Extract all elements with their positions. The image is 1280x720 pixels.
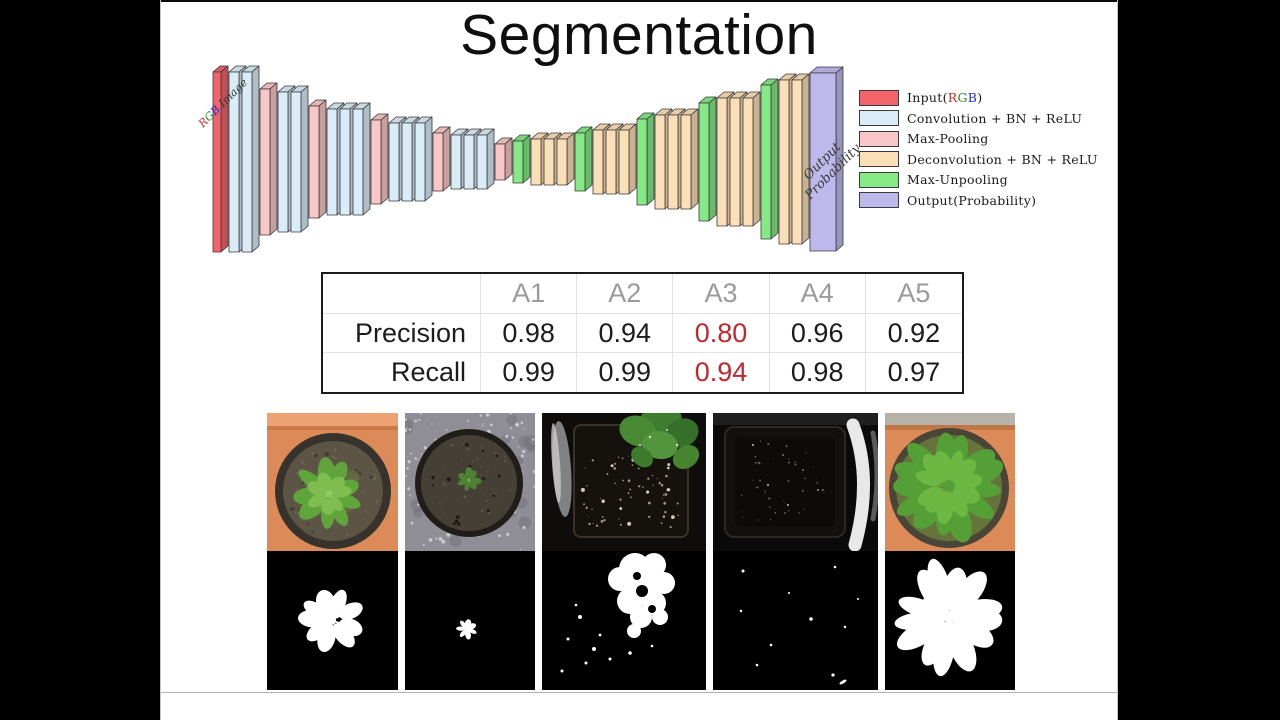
plant-4-photo — [713, 413, 878, 551]
plant-3-photo — [542, 413, 706, 551]
table-corner — [323, 274, 481, 314]
legend-label: Deconvolution + BN + ReLU — [907, 151, 1098, 167]
table-row-label: Precision — [323, 314, 481, 353]
table-col-header: A3 — [673, 274, 770, 314]
plant-1-photo — [267, 413, 398, 551]
plant-3-segmentation-mask — [542, 551, 706, 690]
legend-swatch-input — [859, 89, 899, 106]
legend-label: Max-Unpooling — [907, 172, 1008, 188]
table-cell: 0.97 — [887, 357, 941, 387]
legend-swatch-output — [859, 192, 899, 209]
legend-swatch-pool — [859, 130, 899, 147]
legend-item-input: Input(RGB) — [859, 89, 1098, 106]
legend-label: Max-Pooling — [907, 131, 989, 147]
legend-item-pool: Max-Pooling — [859, 130, 1098, 147]
table-cell: 0.92 — [865, 314, 962, 353]
table-cell: 0.98 — [770, 353, 866, 392]
gallery-tile-plant-2 — [405, 413, 535, 690]
plant-2-photo — [405, 413, 535, 551]
legend-swatch-conv — [859, 110, 899, 127]
table-cell: 0.99 — [481, 353, 578, 392]
legend-swatch-unpool — [859, 171, 899, 188]
gallery-tile-plant-3 — [542, 413, 706, 690]
plant-1-segmentation-mask — [267, 551, 398, 690]
legend-swatch-deconv — [859, 151, 899, 168]
table-cell: 0.94 — [577, 314, 674, 353]
table-cell: 0.96 — [769, 314, 866, 353]
plant-5-segmentation-mask — [885, 551, 1015, 690]
legend-item-deconv: Deconvolution + BN + ReLU — [859, 151, 1098, 168]
legend-label: Input(RGB) — [907, 90, 983, 105]
results-gallery — [267, 413, 1015, 690]
legend-item-unpool: Max-Unpooling — [859, 171, 1098, 188]
legend-label: Convolution + BN + ReLU — [907, 110, 1083, 126]
table-cell: 0.94 — [673, 353, 770, 392]
table-col-header: A1 — [481, 274, 578, 314]
table-row-label: Recall — [323, 353, 481, 392]
legend-label: Output(Probability) — [907, 192, 1037, 208]
slide-bottom-edge — [161, 692, 1117, 693]
table-cell: 0.99 — [577, 353, 674, 392]
diagram-legend: Input(RGB) Convolution + BN + ReLU Max-Poo… — [859, 89, 1098, 213]
slide: Segmentation RGB Image OutputProbability … — [160, 0, 1118, 720]
gallery-tile-plant-4 — [713, 413, 878, 690]
table-cell: 0.80 — [673, 314, 770, 353]
table-cell: 0.98 — [481, 314, 578, 353]
plant-5-photo — [885, 413, 1015, 551]
plant-4-segmentation-mask — [713, 551, 878, 690]
legend-item-output: Output(Probability) — [859, 192, 1098, 209]
table-col-header: A5 — [865, 274, 962, 314]
table-col-header: A2 — [577, 274, 674, 314]
gallery-tile-plant-1 — [267, 413, 398, 690]
slide-top-edge — [161, 0, 1117, 2]
plant-2-segmentation-mask — [405, 551, 535, 690]
table-col-header: A4 — [769, 274, 866, 314]
metrics-table: A1 A2 A3 A4 A5 Precision 0.98 0.94 0.80 0.96 0.92 R… — [321, 272, 964, 394]
network-architecture-diagram: RGB Image OutputProbability — [195, 58, 864, 266]
gallery-tile-plant-5 — [885, 413, 1015, 690]
slide-title: Segmentation — [460, 3, 818, 67]
legend-item-conv: Convolution + BN + ReLU — [859, 110, 1098, 127]
